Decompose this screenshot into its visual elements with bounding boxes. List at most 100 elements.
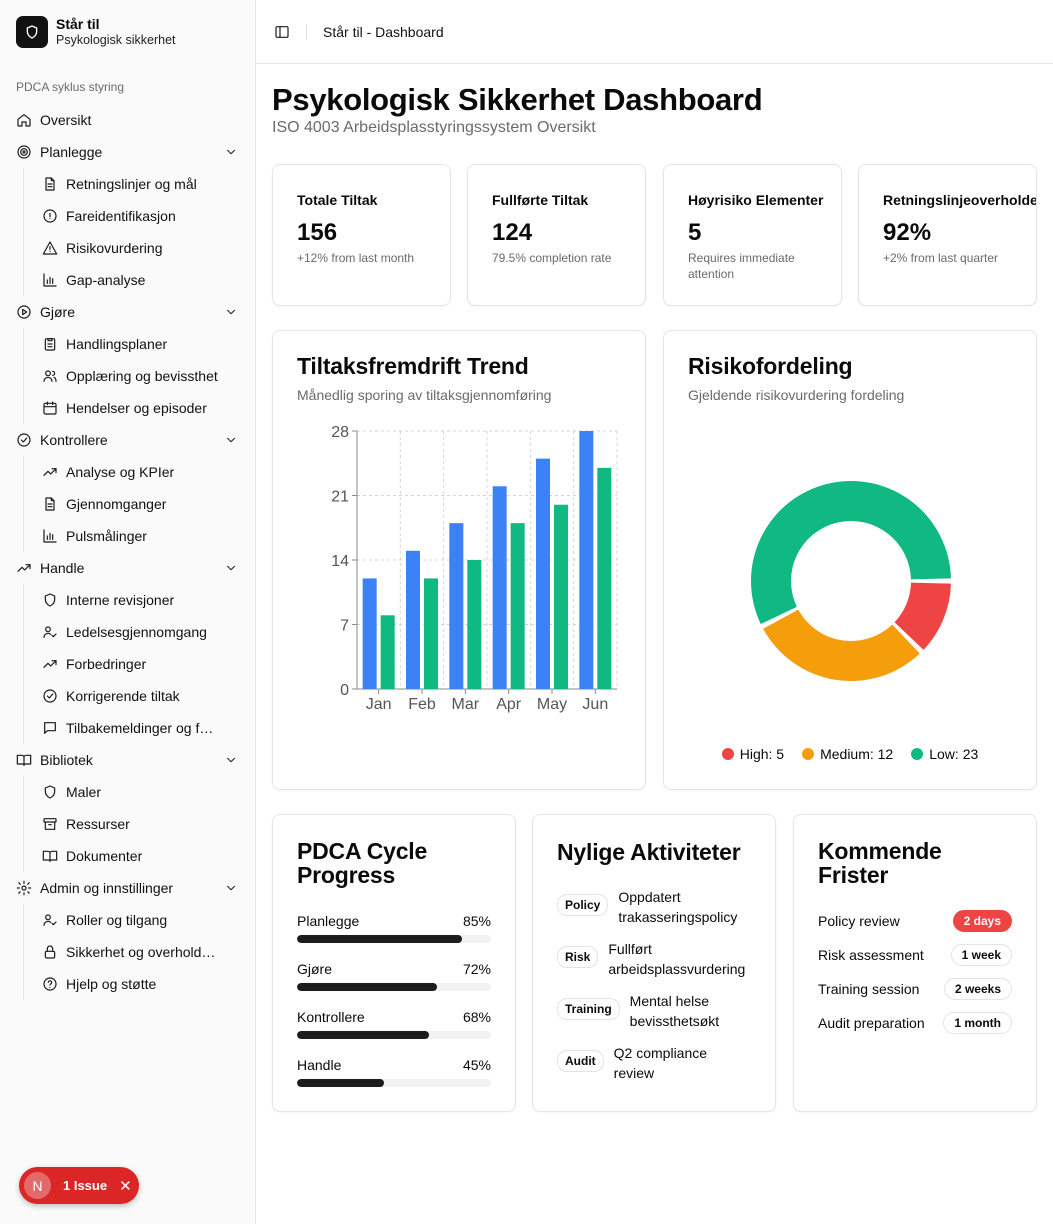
chevron-down-icon[interactable] (224, 753, 238, 767)
sidebar-subitem[interactable]: Maler (42, 776, 248, 808)
sidebar-subitem[interactable]: Ressurser (42, 808, 248, 840)
sidebar-subitem-label: Korrigerende tiltak (66, 688, 180, 704)
sidebar-section-label: Kontrollere (40, 432, 108, 448)
legend-item-medium[interactable]: Medium: 12 (802, 746, 893, 762)
progress-fill (297, 983, 437, 991)
deadline-item[interactable]: Risk assessment 1 week (818, 944, 1012, 966)
sidebar-subitem[interactable]: Forbedringer (42, 648, 248, 680)
sidebar-subitem-label: Risikovurdering (66, 240, 163, 256)
sidebar-subitem[interactable]: Hjelp og støtte (42, 968, 248, 1000)
pdca-row-check: Kontrollere 68% (297, 1009, 491, 1039)
trend-chart-title: Tiltaksfremdrift Trend (297, 353, 529, 379)
users-icon (42, 368, 58, 384)
pdca-percent: 72% (462, 961, 491, 977)
sidebar-subitem[interactable]: Retningslinjer og mål (42, 168, 248, 200)
sidebar-subitem[interactable]: Roller og tilgang (42, 904, 248, 936)
sidebar-subitem[interactable]: Handlingsplaner (42, 328, 248, 360)
close-icon[interactable]: ✕ (119, 1177, 132, 1195)
activity-tag: Risk (557, 946, 599, 968)
sidebar-section-0[interactable]: Planlegge (8, 136, 248, 168)
progress-bar (297, 1079, 491, 1087)
message-square-icon (42, 720, 58, 736)
x-tick-label: Apr (496, 696, 522, 713)
sidebar-subitem[interactable]: Hendelser og episoder (42, 392, 248, 424)
chevron-down-icon[interactable] (224, 305, 238, 319)
chevron-down-icon[interactable] (224, 881, 238, 895)
stat-value: 92% (883, 219, 932, 246)
activity-item[interactable]: Training Mental helse bevissthetsøkt (557, 991, 767, 1031)
chevron-down-icon[interactable] (224, 433, 238, 447)
pdca-label: Gjøre (297, 961, 332, 977)
sidebar-section-4[interactable]: Bibliotek (8, 744, 248, 776)
sidebar-submenu: Interne revisjoner Ledelsesgjennomgang F… (23, 584, 248, 744)
stat-note: Requires immediate attention (688, 251, 795, 281)
pdca-percent: 85% (462, 913, 491, 929)
donut-slice-medium[interactable] (763, 609, 920, 681)
deadline-item[interactable]: Training session 2 weeks (818, 978, 1012, 1000)
sidebar-subitem[interactable]: Fareidentifikasjon (42, 200, 248, 232)
issue-avatar: N (24, 1172, 51, 1199)
page-title: Psykologisk Sikkerhet Dashboard (272, 82, 763, 117)
page-subtitle: ISO 4003 Arbeidsplasstyringssystem Overs… (272, 119, 596, 136)
deadline-item[interactable]: Policy review 2 days (818, 910, 1012, 932)
sidebar-subitem[interactable]: Sikkerhet og overholdelse (42, 936, 248, 968)
brand[interactable]: Står til Psykologisk sikkerhet (16, 16, 176, 48)
bar-Mar-s0 (449, 523, 464, 689)
sidebar-submenu: Retningslinjer og mål Fareidentifikasjon… (23, 168, 248, 296)
sidebar-subitem[interactable]: Risikovurdering (42, 232, 248, 264)
stat-note: 79.5% completion rate (492, 251, 612, 265)
sidebar-submenu: Roller og tilgang Sikkerhet og overholde… (23, 904, 248, 1000)
sidebar-section-5[interactable]: Admin og innstillinger (8, 872, 248, 904)
issue-badge[interactable]: N 1 Issue ✕ (19, 1167, 139, 1204)
sidebar-subitem-label: Tilbakemeldinger og forslag (66, 720, 221, 736)
sidebar-subitem-label: Sikkerhet og overholdelse (66, 944, 221, 960)
sidebar-subitem[interactable]: Pulsmålinger (42, 520, 248, 552)
sidebar-subitem-label: Analyse og KPIer (66, 464, 175, 480)
stat-card-total: Totale Tiltak 156 +12% from last month (272, 164, 451, 306)
sidebar-section-3[interactable]: Handle (8, 552, 248, 584)
lock-icon (42, 944, 58, 960)
sidebar-subitem[interactable]: Gjennomganger (42, 488, 248, 520)
stat-note: +2% from last quarter (883, 251, 999, 265)
legend-item-high[interactable]: High: 5 (721, 746, 784, 762)
sidebar-toggle-icon[interactable] (272, 22, 292, 42)
legend-item-low[interactable]: Low: 23 (911, 746, 978, 762)
risk-chart-card: Risikofordeling Gjeldende risikovurderin… (663, 330, 1037, 790)
sidebar-subitem[interactable]: Interne revisjoner (42, 584, 248, 616)
activity-item[interactable]: Audit Q2 compliance review (557, 1043, 767, 1083)
activity-item[interactable]: Policy Oppdatert trakasseringspolicy (557, 887, 767, 927)
activity-text: Fullført arbeidsplassvurdering (608, 941, 746, 977)
activity-tag: Audit (557, 1050, 604, 1072)
donut-slice-high[interactable] (894, 582, 951, 650)
sidebar-item-oversikt[interactable]: Oversikt (8, 104, 248, 136)
sidebar-submenu: Analyse og KPIer Gjennomganger Pulsmålin… (23, 456, 248, 552)
sidebar-section-2[interactable]: Kontrollere (8, 424, 248, 456)
chevron-down-icon[interactable] (224, 145, 238, 159)
sidebar-subitem[interactable]: Opplæring og bevissthet (42, 360, 248, 392)
sidebar-subitem[interactable]: Korrigerende tiltak (42, 680, 248, 712)
sidebar-subitem-label: Ledelsesgjennomgang (66, 624, 207, 640)
sidebar-subitem[interactable]: Tilbakemeldinger og forslag (42, 712, 248, 744)
donut-slice-low[interactable] (751, 481, 951, 625)
sidebar-section-label: Admin og innstillinger (40, 880, 174, 896)
sidebar-section-1[interactable]: Gjøre (8, 296, 248, 328)
sidebar-subitem[interactable]: Ledelsesgjennomgang (42, 616, 248, 648)
stat-value: 5 (688, 219, 702, 246)
book-open-icon (16, 752, 32, 768)
sidebar-subitem[interactable]: Dokumenter (42, 840, 248, 872)
stat-value: 156 (297, 219, 338, 246)
bar-Feb-s0 (406, 550, 420, 689)
stat-title: Totale Tiltak (297, 192, 378, 208)
sidebar-subitem[interactable]: Analyse og KPIer (42, 456, 248, 488)
recent-activities-card: Nylige Aktiviteter Policy Oppdatert trak… (532, 814, 776, 1112)
stat-card-completed: Fullførte Tiltak 124 79.5% completion ra… (467, 164, 646, 306)
legend-dot (911, 748, 924, 760)
deadline-label: Training session (818, 981, 920, 997)
sidebar-subitem-label: Gap-analyse (66, 272, 146, 288)
user-check-icon (42, 912, 58, 928)
chevron-down-icon[interactable] (224, 561, 238, 575)
activity-item[interactable]: Risk Fullført arbeidsplassvurdering (557, 939, 767, 979)
stat-value: 124 (492, 219, 533, 246)
deadline-item[interactable]: Audit preparation 1 month (818, 1012, 1012, 1034)
sidebar-subitem[interactable]: Gap-analyse (42, 264, 248, 296)
